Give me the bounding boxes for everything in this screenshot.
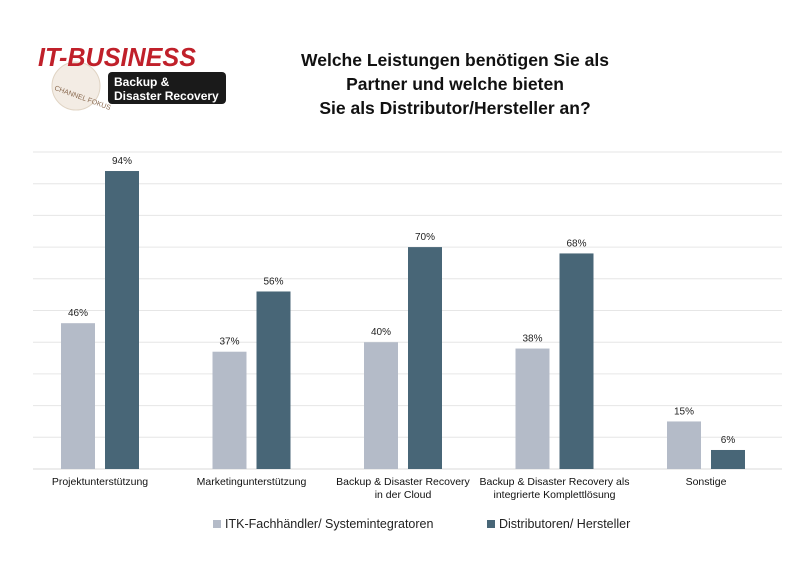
data-label: 56% <box>263 276 283 287</box>
it-business-logo: IT-BUSINESS CHANNEL FOKUS Backup & Disas… <box>38 42 226 112</box>
data-label: 40% <box>371 327 391 338</box>
category-label: Backup & Disaster Recovery in der Cloud <box>328 476 478 502</box>
bar <box>711 449 745 469</box>
category-label-line: in der Cloud <box>374 489 432 501</box>
bar <box>105 171 139 469</box>
legend-label: Distributoren/ Hersteller <box>499 517 631 531</box>
bar <box>515 348 550 469</box>
category-label-line: Projektunterstützung <box>51 476 149 488</box>
bar <box>61 323 95 469</box>
category-label-line: Sonstige <box>685 476 727 488</box>
category-label: Backup & Disaster Recovery als integriert… <box>480 476 630 502</box>
bar <box>408 247 442 469</box>
bar <box>256 291 291 469</box>
category-label: Marketingunterstützung <box>177 476 327 489</box>
bar <box>667 421 701 469</box>
category-label-line: Marketingunterstützung <box>196 476 307 488</box>
title-line: Welche Leistungen benötigen Sie als <box>301 50 609 70</box>
category-label-line: integrierte Komplettlösung <box>493 489 616 501</box>
data-label: 37% <box>219 337 239 348</box>
bar <box>364 342 398 469</box>
data-label: 94% <box>112 156 132 167</box>
category-label: Sonstige <box>631 476 781 489</box>
legend-label: ITK-Fachhändler/ Systemintegratoren <box>225 517 434 531</box>
data-label: 38% <box>522 334 542 345</box>
title-line: Sie als Distributor/Hersteller an? <box>319 98 591 118</box>
data-label: 46% <box>68 308 88 319</box>
data-label: 70% <box>415 232 435 243</box>
category-label: Projektunterstützung <box>25 476 175 489</box>
legend-swatch <box>213 520 221 528</box>
svg-text:Disaster Recovery: Disaster Recovery <box>114 89 219 103</box>
chart-title: Welche Leistungen benötigen Sie als Part… <box>270 48 640 120</box>
svg-text:IT-BUSINESS: IT-BUSINESS <box>38 42 197 72</box>
category-label-line: Backup & Disaster Recovery als <box>479 476 630 488</box>
data-label: 6% <box>721 435 736 446</box>
bar <box>212 351 247 469</box>
category-label-line: Backup & Disaster Recovery <box>336 476 470 488</box>
title-line: Partner und welche bieten <box>346 74 564 94</box>
data-label: 15% <box>674 406 694 417</box>
bar <box>559 253 594 469</box>
legend-swatch <box>487 520 495 528</box>
svg-text:Backup &: Backup & <box>114 75 170 89</box>
data-label: 68% <box>566 238 586 249</box>
legend-item-series1: ITK-Fachhändler/ Systemintegratoren <box>213 517 433 531</box>
legend-item-series2: Distributoren/ Hersteller <box>487 517 630 531</box>
